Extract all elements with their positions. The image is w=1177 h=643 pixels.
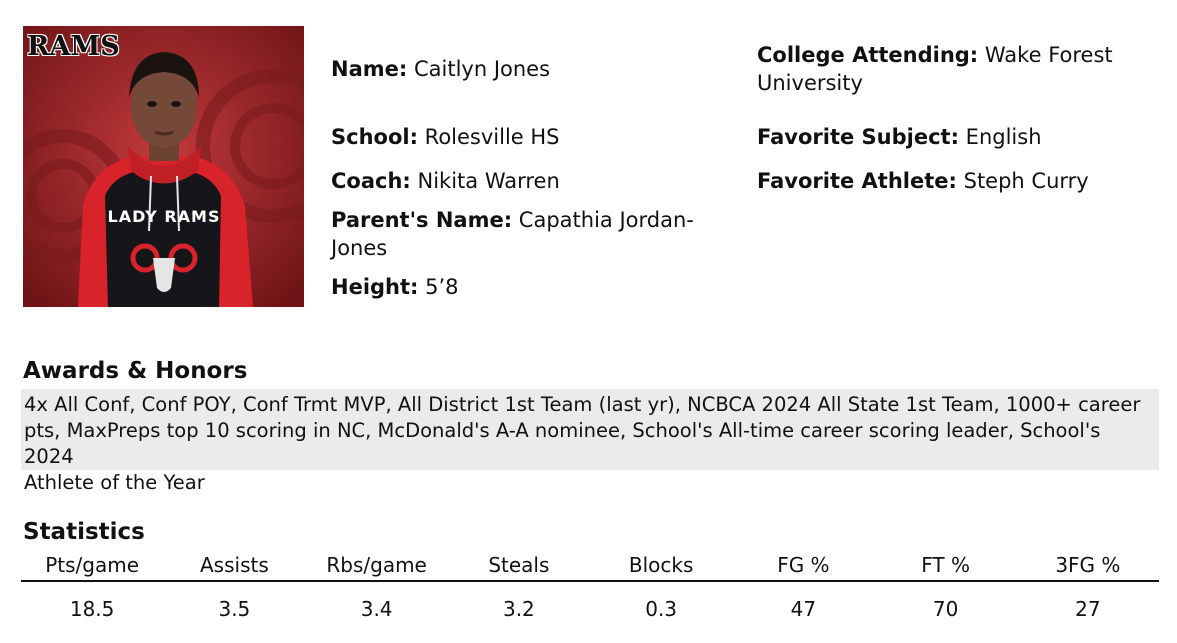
parent-value-line2: Jones: [331, 236, 388, 260]
stat-value-rebounds: 3.4: [360, 597, 393, 621]
stat-value-3fg: 27: [1075, 597, 1101, 621]
stat-header-steals: Steals: [447, 550, 590, 582]
awards-line-2: pts, MaxPreps top 10 scoring in NC, McDo…: [24, 419, 1101, 468]
statistics-table: Pts/game Assists Rbs/game Steals Blocks …: [21, 550, 1159, 636]
name-value: Caitlyn Jones: [413, 57, 551, 81]
stat-header-blocks: Blocks: [590, 550, 733, 582]
college-label: College Attending:: [757, 43, 979, 67]
subject-field: Favorite Subject: English: [757, 123, 1042, 151]
subject-label: Favorite Subject:: [757, 125, 959, 149]
stat-header-fg: FG %: [732, 550, 875, 582]
stat-value-assists: 3.5: [218, 597, 251, 621]
awards-text-box: 4x All Conf, Conf POY, Conf Trmt MVP, Al…: [21, 389, 1159, 494]
school-value: Rolesville HS: [424, 125, 560, 149]
stat-header-pts: Pts/game: [21, 550, 164, 582]
school-field: School: Rolesville HS: [331, 123, 560, 151]
subject-value: English: [965, 125, 1042, 149]
stat-header-assists: Assists: [163, 550, 306, 582]
height-label: Height:: [331, 275, 419, 299]
coach-field: Coach: Nikita Warren: [331, 167, 560, 195]
stat-value-blocks: 0.3: [645, 597, 678, 621]
height-value: 5’8: [425, 275, 459, 299]
rams-logo: RAMS: [27, 31, 120, 62]
jersey-text: LADY RAMS: [107, 207, 221, 226]
athlete-label: Favorite Athlete:: [757, 169, 957, 193]
stat-value-fg: 47: [790, 597, 817, 621]
athlete-field: Favorite Athlete: Steph Curry: [757, 167, 1089, 195]
awards-title: Awards & Honors: [23, 358, 248, 384]
height-field: Height: 5’8: [331, 273, 459, 301]
stat-header-rebounds: Rbs/game: [305, 550, 448, 582]
parent-field: Parent's Name: Capathia Jordan- Jones: [331, 206, 694, 262]
athlete-value: Steph Curry: [963, 169, 1089, 193]
name-label: Name:: [331, 57, 408, 81]
school-label: School:: [331, 125, 418, 149]
parent-label: Parent's Name:: [331, 208, 513, 232]
stat-value-steals: 3.2: [502, 597, 535, 621]
college-field: College Attending: Wake Forest Universit…: [757, 41, 1113, 97]
college-value-line2: University: [757, 71, 863, 95]
stat-value-pts: 18.5: [69, 597, 115, 621]
parent-value-line1: Capathia Jordan-: [518, 208, 694, 232]
stat-header-3fg: 3FG %: [1016, 550, 1159, 582]
statistics-title: Statistics: [23, 519, 145, 545]
awards-line-3: Athlete of the Year: [24, 471, 205, 494]
name-field: Name: Caitlyn Jones: [331, 55, 550, 83]
coach-label: Coach:: [331, 169, 411, 193]
athlete-photo: RAMS LADY RAMS: [23, 26, 304, 307]
stat-value-ft: 70: [932, 597, 959, 621]
coach-value: Nikita Warren: [417, 169, 560, 193]
statistics-values-row: 18.5 3.5 3.4 3.2 0.3 47 70 27: [21, 581, 1159, 636]
stat-header-ft: FT %: [874, 550, 1017, 582]
college-value-line1: Wake Forest: [984, 43, 1113, 67]
statistics-header-row: Pts/game Assists Rbs/game Steals Blocks …: [21, 550, 1159, 582]
awards-line-1: 4x All Conf, Conf POY, Conf Trmt MVP, Al…: [24, 393, 1141, 416]
